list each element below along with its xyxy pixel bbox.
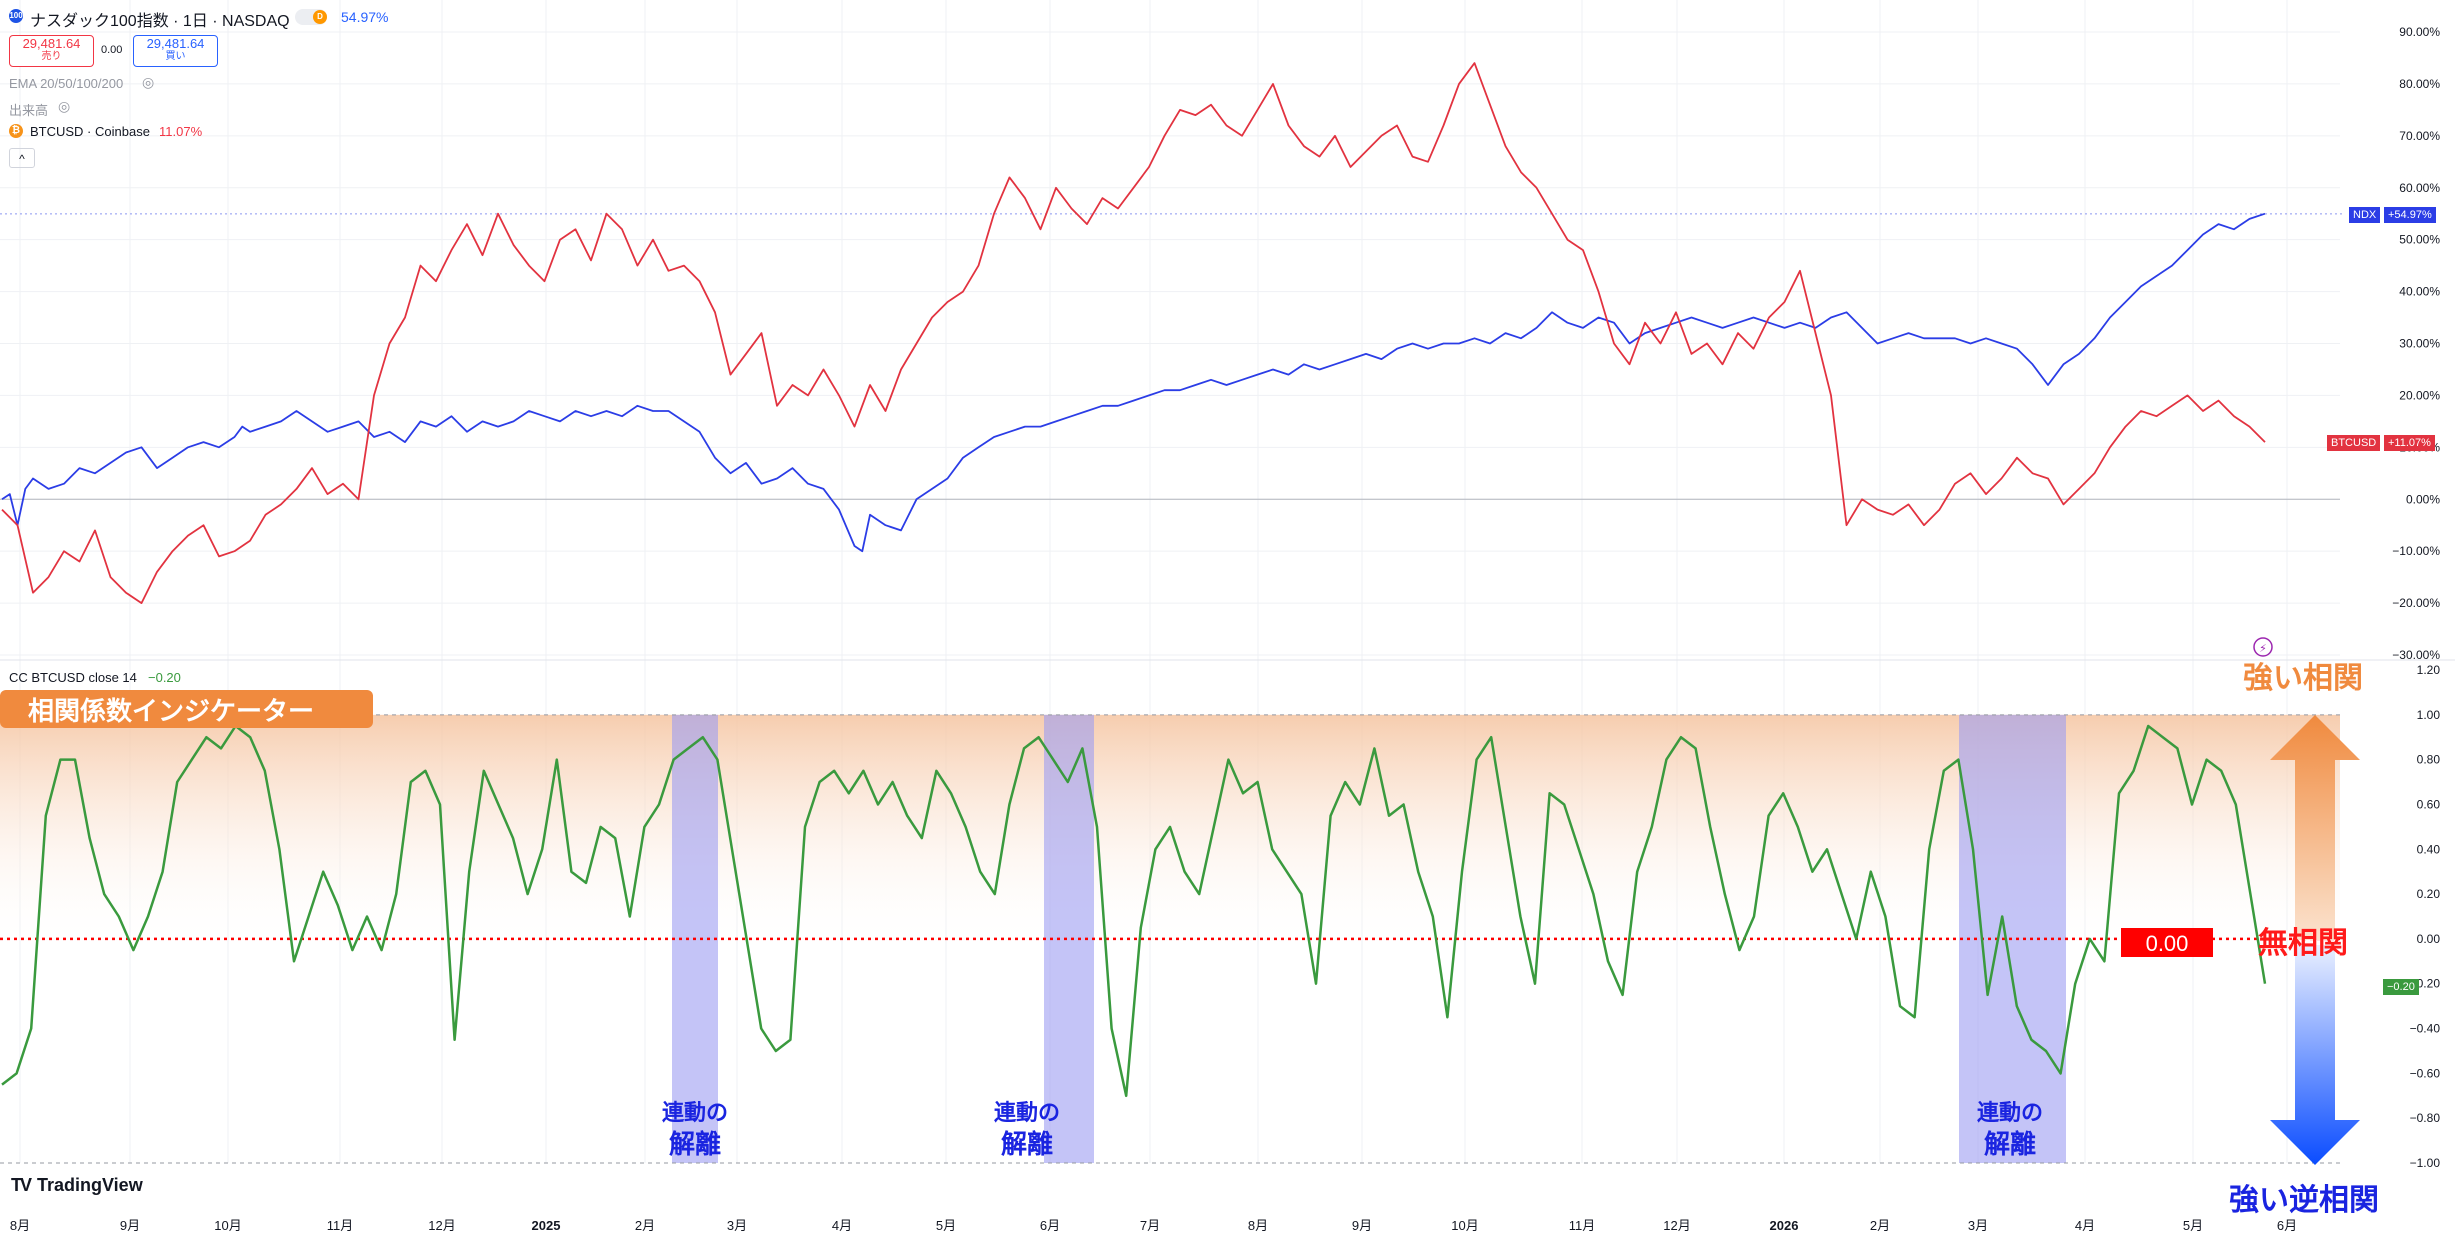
y-tick-label: 0.80 [2417,753,2441,767]
sell-price: 29,481.64 [22,36,81,51]
x-tick-label: 3月 [1968,1218,1988,1233]
btc-icon: ₿ [9,124,23,138]
y-tick-label: −20.00% [2392,596,2440,610]
x-tick-label: 2026 [1770,1218,1799,1233]
y-tick-label: 80.00% [2399,77,2440,91]
spread-value: 0.00 [101,44,123,56]
decoupling-label-bottom: 解離 [669,1129,721,1160]
y-tick-label: 30.00% [2399,337,2440,351]
zero-value-box [2121,928,2213,957]
indicator-value: −0.20 [148,670,181,685]
collapse-button[interactable]: ^ [9,148,35,168]
d-badge-icon: D [313,10,327,24]
y-tick-label: −1.00 [2410,1156,2441,1170]
ndx-change-pct: 54.97% [341,9,389,25]
ndx-icon: 100 [9,9,23,23]
y-tick-label: 50.00% [2399,233,2440,247]
decoupling-label-top: 連動の [994,1101,1060,1126]
alert-lightning-glyph: ⚡ [2259,642,2267,655]
decoupling-label-bottom: 解離 [1001,1129,1053,1160]
y-tick-label: 0.00 [2417,932,2441,946]
correlation-line [1,724,2267,1098]
indicator-banner [0,690,373,728]
ndx-tag-name: NDX [2349,207,2381,223]
y-tick-label: 0.40 [2417,842,2441,856]
x-tick-label: 10月 [1451,1218,1478,1233]
y-tick-label: −0.60 [2410,1066,2441,1080]
x-tick-label: 2月 [635,1218,655,1233]
series-line-btcusd [1,62,2266,604]
decoupling-label-top: 連動の [1977,1101,2043,1126]
y-tick-label: 0.60 [2417,797,2441,811]
btc-change-pct: 11.07% [159,124,203,139]
y-tick-label: 40.00% [2399,285,2440,299]
tradingview-logo-icon: TV [11,1175,32,1195]
indicator-label[interactable]: CC BTCUSD close 14 [9,670,137,685]
strong-inverse-label: 強い逆相関 [2229,1183,2379,1218]
y-tick-label: 90.00% [2399,25,2440,39]
x-tick-label: 2月 [1870,1218,1890,1233]
symbol-title[interactable]: ナスダック100指数 · 1日 · NASDAQ [30,13,290,30]
ema-label[interactable]: EMA 20/50/100/200 [9,76,124,91]
x-tick-label: 11月 [1569,1218,1596,1233]
decoupling-label-top: 連動の [662,1101,728,1126]
x-tick-label: 4月 [2075,1218,2095,1233]
buy-price: 29,481.64 [146,36,205,51]
no-correlation-label: 無相関 [2258,926,2348,961]
y-tick-label: 20.00% [2399,388,2440,402]
x-tick-label: 8月 [1248,1218,1268,1233]
x-tick-label: 10月 [214,1218,241,1233]
y-tick-label: 0.00% [2406,492,2440,506]
tradingview-brand: TradingView [37,1175,143,1195]
x-tick-label: 12月 [428,1218,455,1233]
decoupling-label-bottom: 解離 [1984,1129,2036,1160]
x-tick-label: 9月 [1352,1218,1372,1233]
sell-button[interactable]: 29,481.64 売り [9,35,94,67]
strong-correlation-arrow-icon [2270,715,2360,940]
ndx-tag-value: +54.97% [2384,207,2436,223]
btc-tag-name: BTCUSD [2327,435,2381,451]
series-line-ndx [1,212,2266,553]
y-tick-label: 1.00 [2417,708,2441,722]
alert-lightning-icon [2253,637,2273,657]
y-tick-label: −0.40 [2410,1022,2441,1036]
btc-tag-value: +11.07% [2384,435,2435,451]
indicator-banner-text: 相関係数インジケーター [28,697,314,727]
buy-label: 買い [165,51,186,62]
x-tick-label: 11月 [327,1218,354,1233]
x-tick-label: 12月 [1663,1218,1690,1233]
y-tick-label: 1.20 [2417,663,2441,677]
strong-correlation-label: 強い相関 [2243,661,2363,696]
corr-value-tag: −0.20 [2383,979,2419,995]
inverse-correlation-arrow-icon [2270,945,2360,1165]
x-tick-label: 6月 [1040,1218,1060,1233]
volume-label[interactable]: 出来高 [9,103,49,118]
y-tick-label: 60.00% [2399,181,2440,195]
x-tick-label: 7月 [1140,1218,1160,1233]
sell-label: 売り [41,51,62,62]
y-tick-label: −0.80 [2410,1111,2441,1125]
x-tick-label: 6月 [2277,1218,2297,1233]
x-tick-label: 9月 [120,1218,140,1233]
y-tick-label: 70.00% [2399,129,2440,143]
y-tick-label: 0.20 [2417,887,2441,901]
x-tick-label: 8月 [10,1218,30,1233]
zero-value-text: 0.00 [2146,931,2189,956]
x-tick-label: 2025 [532,1218,561,1233]
x-tick-label: 5月 [936,1218,956,1233]
x-tick-label: 3月 [727,1218,747,1233]
y-tick-label: −10.00% [2392,544,2440,558]
x-tick-label: 4月 [832,1218,852,1233]
buy-button[interactable]: 29,481.64 買い [133,35,218,67]
volume-hidden-eye-icon[interactable]: ◎ [58,98,71,114]
x-tick-label: 5月 [2183,1218,2203,1233]
y-tick-label: −30.00% [2392,648,2440,662]
ema-hidden-eye-icon[interactable]: ◎ [142,74,155,90]
btc-label[interactable]: BTCUSD · Coinbase [30,124,150,139]
